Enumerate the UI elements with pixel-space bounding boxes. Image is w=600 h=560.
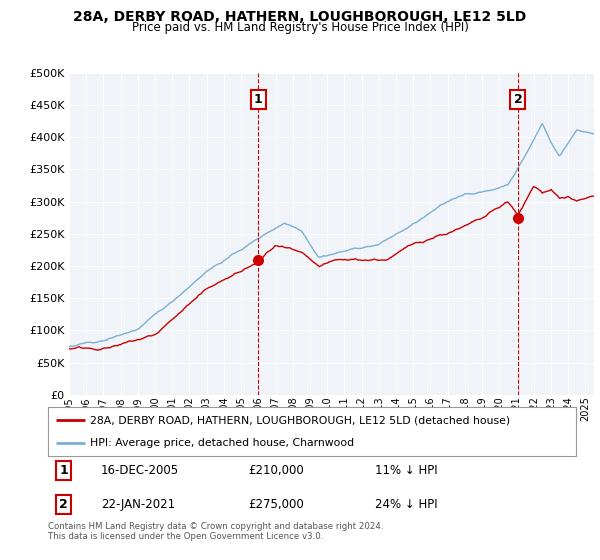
Text: 24% ↓ HPI: 24% ↓ HPI xyxy=(376,498,438,511)
Text: 11% ↓ HPI: 11% ↓ HPI xyxy=(376,464,438,477)
Text: 28A, DERBY ROAD, HATHERN, LOUGHBOROUGH, LE12 5LD: 28A, DERBY ROAD, HATHERN, LOUGHBOROUGH, … xyxy=(73,10,527,24)
Text: 16-DEC-2005: 16-DEC-2005 xyxy=(101,464,179,477)
Text: Contains HM Land Registry data © Crown copyright and database right 2024.
This d: Contains HM Land Registry data © Crown c… xyxy=(48,522,383,542)
Text: 1: 1 xyxy=(254,94,263,106)
Text: 1: 1 xyxy=(59,464,68,477)
Text: 22-JAN-2021: 22-JAN-2021 xyxy=(101,498,175,511)
Text: HPI: Average price, detached house, Charnwood: HPI: Average price, detached house, Char… xyxy=(90,438,355,448)
Text: £275,000: £275,000 xyxy=(248,498,304,511)
Text: £210,000: £210,000 xyxy=(248,464,304,477)
Text: 2: 2 xyxy=(59,498,68,511)
Text: 2: 2 xyxy=(514,94,522,106)
Text: Price paid vs. HM Land Registry's House Price Index (HPI): Price paid vs. HM Land Registry's House … xyxy=(131,21,469,34)
Text: 28A, DERBY ROAD, HATHERN, LOUGHBOROUGH, LE12 5LD (detached house): 28A, DERBY ROAD, HATHERN, LOUGHBOROUGH, … xyxy=(90,416,511,426)
